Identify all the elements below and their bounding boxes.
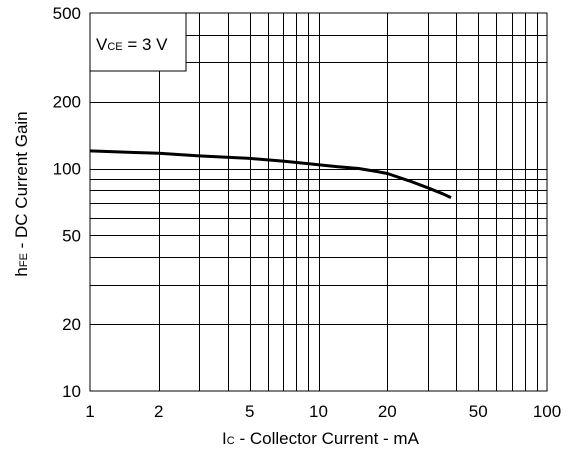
y-axis-label-rest: - DC Current Gain [12, 111, 31, 253]
annotation: VCE = 3 V [89, 12, 187, 72]
series-layer [89, 149, 452, 199]
plot-frame [89, 12, 548, 392]
x-axis-label-rest: - Collector Current - mA [235, 429, 420, 448]
annotation-rest: = 3 V [123, 35, 169, 54]
x-tick-labels: 1 2 5 10 20 50 100 [85, 402, 561, 421]
x-tick-label: 10 [309, 402, 328, 421]
x-tick-label: 5 [245, 402, 254, 421]
y-tick-label: 500 [53, 4, 81, 23]
annotation-box [89, 12, 187, 72]
y-tick-labels: 10 20 50 100 200 500 [53, 4, 81, 401]
x-tick-label: 100 [533, 402, 561, 421]
y-axis-label-main: h [12, 267, 31, 276]
x-axis-label-main: I [222, 429, 227, 448]
x-axis-label: IC - Collector Current - mA [222, 429, 420, 448]
series-line [89, 149, 452, 199]
y-tick-label: 100 [53, 160, 81, 179]
x-tick-label: 20 [378, 402, 397, 421]
x-tick-label: 1 [85, 402, 94, 421]
y-axis-label-sub: FE [18, 253, 30, 267]
y-tick-label: 200 [53, 93, 81, 112]
y-tick-label: 50 [62, 226, 81, 245]
annotation-sub: CE [107, 41, 122, 53]
x-tick-label: 2 [154, 402, 163, 421]
annotation-text: VCE = 3 V [96, 35, 168, 54]
x-tick-label: 50 [469, 402, 488, 421]
x-axis-label-sub: C [227, 435, 235, 447]
y-axis-label: hFE - DC Current Gain [12, 111, 31, 276]
y-tick-label: 20 [62, 315, 81, 334]
y-tick-label: 10 [62, 382, 81, 401]
annotation-main: V [96, 35, 108, 54]
grid [90, 13, 547, 391]
